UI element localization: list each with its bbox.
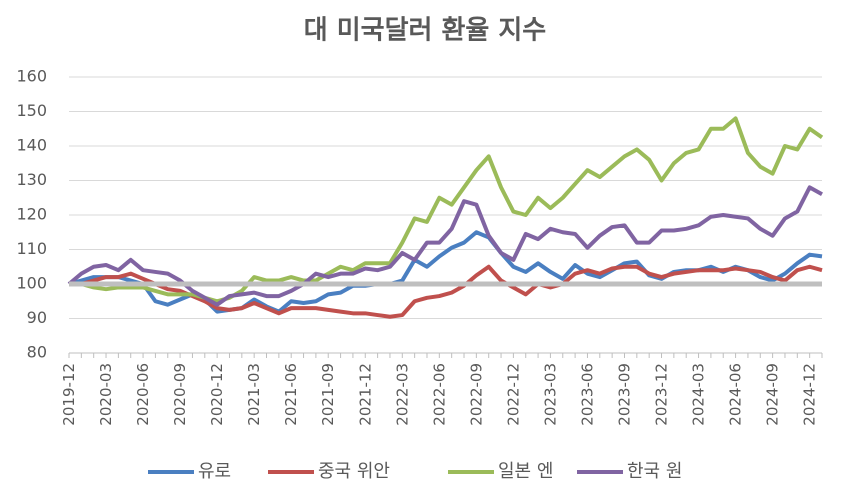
x-tick-label: 2021-12 xyxy=(356,363,374,426)
y-tick-label: 160 xyxy=(16,67,47,86)
chart-title: 대 미국달러 환율 지수 xyxy=(304,16,546,46)
legend-label: 중국 위안 xyxy=(318,461,390,482)
x-tick-label: 2023-06 xyxy=(578,363,596,426)
x-tick-label: 2022-09 xyxy=(467,363,485,426)
x-tick-label: 2019-12 xyxy=(60,363,78,426)
series-line xyxy=(67,185,823,307)
x-tick-label: 2020-06 xyxy=(134,363,152,426)
x-tick-label: 2020-03 xyxy=(97,363,115,426)
legend-label: 유로 xyxy=(198,461,231,482)
x-tick-label: 2022-03 xyxy=(393,363,411,426)
y-tick-label: 130 xyxy=(16,170,47,189)
y-tick-label: 120 xyxy=(16,205,47,224)
x-tick-label: 2021-03 xyxy=(245,363,263,426)
y-tick-label: 80 xyxy=(27,343,47,362)
y-tick-label: 110 xyxy=(16,239,47,258)
y-tick-label: 100 xyxy=(16,274,47,293)
x-tick-label: 2023-03 xyxy=(541,363,559,426)
x-tick-label: 2023-09 xyxy=(615,363,633,426)
y-tick-label: 140 xyxy=(16,136,47,155)
y-tick-label: 150 xyxy=(16,101,47,120)
x-tick-label: 2022-12 xyxy=(504,363,522,426)
x-tick-label: 2024-03 xyxy=(690,363,708,426)
x-tick-label: 2024-09 xyxy=(764,363,782,426)
legend-label: 일본 엔 xyxy=(498,461,553,482)
x-tick-label: 2020-09 xyxy=(171,363,189,426)
y-tick-label: 90 xyxy=(27,308,47,327)
series-line xyxy=(69,116,824,304)
legend-label: 한국 원 xyxy=(627,461,682,482)
x-tick-label: 2024-12 xyxy=(801,363,819,426)
x-tick-label: 2021-09 xyxy=(319,363,337,426)
x-tick-label: 2021-06 xyxy=(282,363,300,426)
x-tick-label: 2022-06 xyxy=(430,363,448,426)
series-line xyxy=(69,264,823,319)
x-tick-label: 2023-12 xyxy=(653,363,671,426)
x-tick-label: 2020-12 xyxy=(208,363,226,426)
x-tick-label: 2024-06 xyxy=(727,363,745,426)
